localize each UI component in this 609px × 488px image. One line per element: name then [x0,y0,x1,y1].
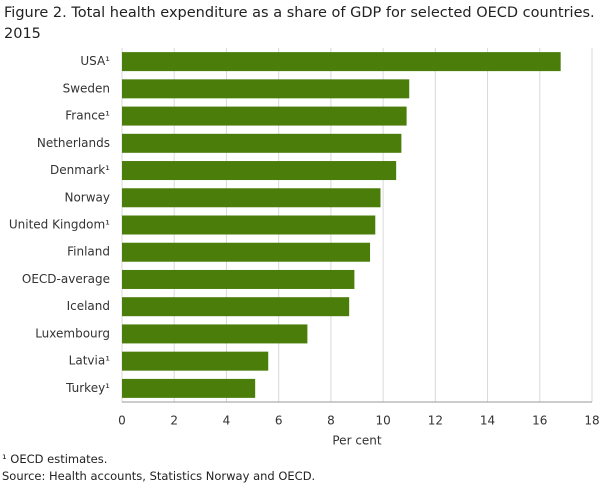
y-tick-label: Latvia¹ [69,354,111,368]
bar [122,52,561,72]
chart-title: Figure 2. Total health expenditure as a … [4,5,595,21]
x-tick-label: 10 [375,414,390,428]
bar [122,242,371,262]
x-tick-label: 4 [223,414,231,428]
y-tick-label: OECD-average [22,272,110,286]
source: Source: Health accounts, Statistics Norw… [2,469,316,483]
y-tick-label: Luxembourg [35,326,110,340]
chart: 0 2 4 6 8 10 12 14 16 18 Per cent USA¹ Sweden France¹… [9,48,600,448]
x-tick-label: 2 [170,414,178,428]
y-tick-label: Finland [67,245,110,259]
bar [122,215,376,235]
bar [122,378,256,398]
y-tick-label: Sweden [63,81,110,95]
x-tick-label: 8 [327,414,335,428]
x-tick-label: 16 [532,414,547,428]
y-tick-label: Netherlands [37,136,110,150]
y-tick-label: USA¹ [80,54,110,68]
bar [122,133,402,153]
x-tick-label: 18 [584,414,599,428]
bar [122,161,397,181]
x-axis-label: Per cent [332,434,382,448]
bar [122,324,308,344]
x-tick-label: 6 [275,414,283,428]
y-tick-label: Turkey¹ [65,381,110,395]
y-tick-label: France¹ [65,109,110,123]
y-tick-label: Denmark¹ [50,163,110,177]
x-tick-label: 0 [118,414,126,428]
bar [122,297,350,317]
x-tick-label: 14 [480,414,495,428]
bar [122,79,410,99]
x-tick-label: 12 [428,414,443,428]
footnote: ¹ OECD estimates. [2,452,108,466]
bar [122,106,407,126]
bar [122,269,355,289]
y-tick-label: Norway [64,190,110,204]
chart-title: 2015 [4,26,41,42]
y-tick-label: United Kingdom¹ [9,218,110,232]
bar [122,188,381,208]
y-tick-label: Iceland [67,299,110,313]
bar [122,351,269,371]
